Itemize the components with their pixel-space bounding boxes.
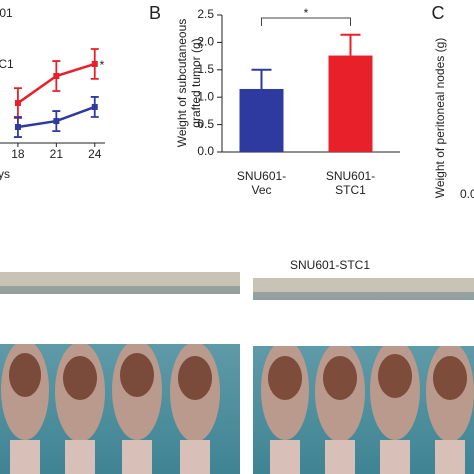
x-axis-label: ys <box>0 167 10 181</box>
point <box>91 103 98 110</box>
y-tick-label: 0.5 <box>197 117 214 131</box>
y-tick-label: 1.5 <box>197 62 214 76</box>
bar <box>328 55 373 152</box>
photo-label: SNU601-STC1 <box>290 258 370 272</box>
y-axis-label: Weight of subcutaneousgrafted tumor (g) <box>175 19 203 148</box>
y-tick-label: 2.5 <box>197 7 214 21</box>
y-axis-label: Weight of peritoneal nodes (g) <box>433 38 447 199</box>
y-tick-label: 0.0 <box>197 144 214 158</box>
bar <box>239 88 284 152</box>
error-bar <box>251 68 272 89</box>
point <box>53 118 60 125</box>
significance-label: * <box>304 6 309 20</box>
panel-label: C <box>432 3 445 23</box>
annotation: C1 <box>0 57 14 71</box>
point <box>14 124 21 131</box>
point <box>91 60 98 67</box>
x-tick-label: SNU601-Vec <box>237 169 286 197</box>
y-tick-label: 2.0 <box>197 35 214 49</box>
point <box>53 73 60 80</box>
annotation: 01 <box>0 6 13 20</box>
x-tick-label: 24 <box>88 147 102 161</box>
x-tick-label: 18 <box>11 147 25 161</box>
x-tick-label: 21 <box>50 147 64 161</box>
error-bar <box>340 33 361 56</box>
x-tick-label: SNU601-STC1 <box>326 169 375 197</box>
y-tick-label: 0.0 <box>460 187 474 201</box>
point <box>14 100 21 107</box>
photo-right <box>253 278 474 474</box>
y-tick-label: 1.0 <box>197 89 214 103</box>
annotation: * <box>100 58 105 72</box>
significance-bracket <box>261 17 351 26</box>
photo-left <box>0 272 240 474</box>
panel-label: B <box>149 3 161 23</box>
